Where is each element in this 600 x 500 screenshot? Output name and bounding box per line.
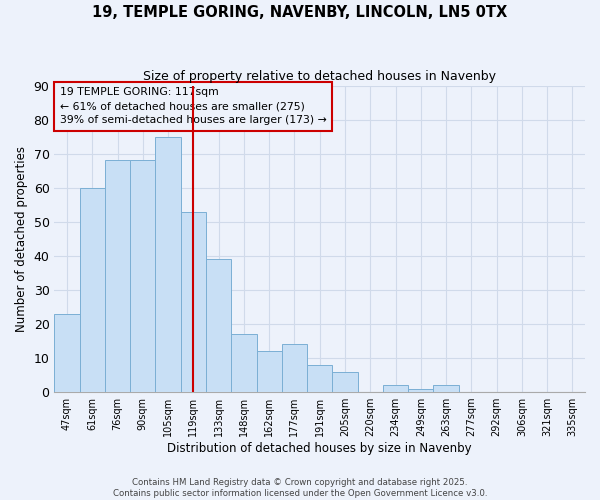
Bar [433, 386, 458, 392]
Text: 19, TEMPLE GORING, NAVENBY, LINCOLN, LN5 0TX: 19, TEMPLE GORING, NAVENBY, LINCOLN, LN5… [92, 5, 508, 20]
Bar [332, 372, 358, 392]
Text: 19 TEMPLE GORING: 117sqm
← 61% of detached houses are smaller (275)
39% of semi-: 19 TEMPLE GORING: 117sqm ← 61% of detach… [60, 87, 326, 125]
Bar [105, 160, 130, 392]
Title: Size of property relative to detached houses in Navenby: Size of property relative to detached ho… [143, 70, 496, 83]
Bar [408, 388, 433, 392]
Bar [80, 188, 105, 392]
Bar [307, 365, 332, 392]
Text: Contains HM Land Registry data © Crown copyright and database right 2025.
Contai: Contains HM Land Registry data © Crown c… [113, 478, 487, 498]
Bar [181, 212, 206, 392]
Bar [55, 314, 80, 392]
Bar [282, 344, 307, 392]
Bar [155, 136, 181, 392]
Bar [383, 386, 408, 392]
Bar [231, 334, 257, 392]
Y-axis label: Number of detached properties: Number of detached properties [15, 146, 28, 332]
Bar [206, 260, 231, 392]
X-axis label: Distribution of detached houses by size in Navenby: Distribution of detached houses by size … [167, 442, 472, 455]
Bar [130, 160, 155, 392]
Bar [257, 351, 282, 392]
